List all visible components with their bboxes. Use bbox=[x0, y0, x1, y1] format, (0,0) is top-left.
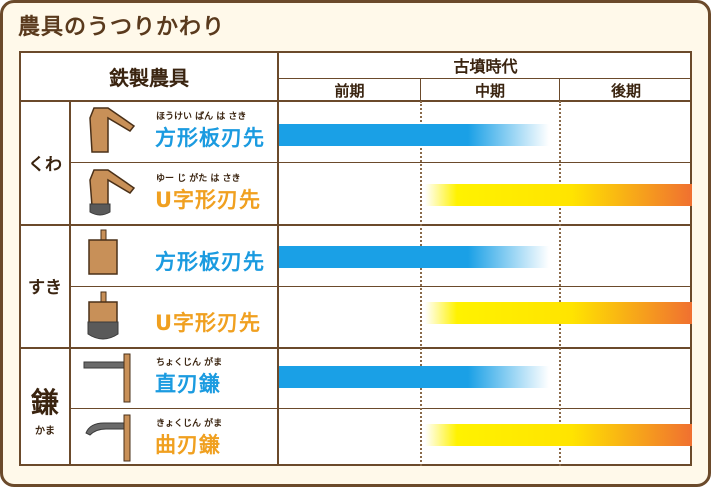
period-early: 前期 bbox=[334, 82, 365, 100]
category-divider-1 bbox=[19, 224, 692, 226]
period-bar-straight-sickle bbox=[279, 366, 549, 388]
ruby-hoe-square-blade: ほうけい ばん は さき bbox=[156, 112, 247, 122]
page-title: 農具のうつりかわり bbox=[18, 15, 226, 40]
row-divider-2 bbox=[69, 286, 692, 287]
tool-hoe-square-blade: 方形板刃先 bbox=[155, 126, 265, 150]
period-bar-hoe-square-blade bbox=[279, 124, 549, 146]
period-divider-1 bbox=[420, 78, 421, 101]
straight-sickle-icon bbox=[83, 353, 131, 403]
era-header: 古墳時代 bbox=[453, 57, 518, 76]
category-kama-ruby: かま bbox=[35, 426, 55, 437]
category-kama: 鎌 bbox=[30, 386, 59, 419]
hoe-u-blade-icon bbox=[89, 169, 136, 216]
period-bar-spade-u-blade bbox=[425, 302, 692, 324]
hoe-square-blade-icon bbox=[89, 107, 136, 153]
tool-column-divider bbox=[277, 51, 279, 466]
category-kuwa: くわ bbox=[28, 155, 62, 175]
period-bar-spade-square-blade bbox=[279, 246, 549, 268]
period-late: 後期 bbox=[610, 82, 641, 100]
header-divider bbox=[19, 100, 692, 102]
category-column-divider bbox=[69, 100, 71, 466]
spade-u-blade-icon bbox=[87, 291, 119, 340]
era-divider bbox=[278, 78, 692, 79]
row-divider-3 bbox=[69, 408, 692, 409]
ruby-curved-sickle: きょくじん がま bbox=[156, 419, 223, 429]
period-divider-2 bbox=[559, 78, 560, 101]
period-middle: 中期 bbox=[474, 82, 505, 100]
tool-curved-sickle: 曲刃鎌 bbox=[155, 433, 221, 457]
period-bar-curved-sickle bbox=[425, 424, 692, 446]
period-dotted-line-1 bbox=[420, 101, 422, 466]
category-suki: すき bbox=[28, 278, 62, 298]
tool-spade-square-blade: 方形板刃先 bbox=[155, 250, 265, 274]
ruby-hoe-u-blade: ゆー じ がた は さき bbox=[156, 174, 241, 184]
spade-square-blade-icon bbox=[88, 229, 118, 275]
period-bar-hoe-u-blade bbox=[425, 184, 692, 206]
row-divider-1 bbox=[69, 162, 692, 163]
category-divider-2 bbox=[19, 347, 692, 349]
ruby-straight-sickle: ちょくじん がま bbox=[156, 358, 223, 368]
tool-spade-u-blade: U字形刃先 bbox=[155, 311, 262, 335]
curved-sickle-icon bbox=[85, 414, 131, 462]
tool-hoe-u-blade: U字形刃先 bbox=[155, 188, 262, 212]
tool-straight-sickle: 直刃鎌 bbox=[155, 372, 221, 396]
period-dotted-line-2 bbox=[559, 101, 561, 466]
tools-header: 鉄製農具 bbox=[109, 66, 189, 90]
